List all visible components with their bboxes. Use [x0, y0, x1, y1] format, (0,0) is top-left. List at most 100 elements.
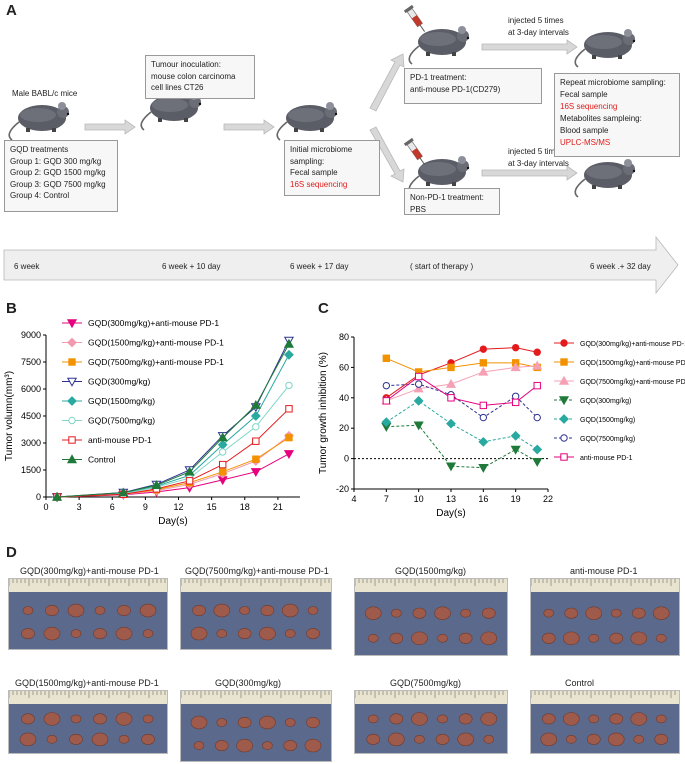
- series-7: [51, 338, 295, 501]
- data-point: [558, 375, 570, 385]
- data-point: [479, 413, 488, 422]
- x-axis-label: Day(s): [436, 508, 465, 519]
- x-tick-label: 16: [478, 494, 488, 504]
- tumor-photo: [8, 578, 168, 650]
- data-point: [445, 378, 457, 388]
- series-line: [57, 437, 290, 498]
- data-point: [252, 437, 260, 445]
- tumor: [543, 608, 555, 618]
- tumor: [654, 733, 669, 745]
- tumor: [588, 714, 600, 724]
- tumor: [236, 738, 253, 753]
- gqd-box-line: Group 2: GQD 1500 mg/kg: [10, 168, 106, 177]
- timeline-label: 6 week + 17 day: [290, 262, 349, 271]
- tumor: [94, 606, 106, 615]
- tumor: [115, 712, 133, 726]
- tumor: [367, 633, 379, 643]
- panel-d-letter: D: [6, 544, 17, 561]
- mouse-icon: [574, 158, 637, 198]
- syringe-icon: [403, 4, 430, 35]
- tumor: [93, 713, 107, 725]
- x-tick-label: 15: [207, 502, 217, 512]
- tumor: [142, 714, 154, 724]
- tumor-photo-title: GQD(7500mg/kg)+anti-mouse PD-1: [185, 566, 329, 576]
- tumor: [21, 628, 35, 640]
- ruler: [181, 691, 331, 704]
- tumor-photo-title: GQD(7500mg/kg): [390, 678, 462, 688]
- data-point: [218, 460, 227, 469]
- repeat-16s-label: 16S sequencing: [560, 102, 618, 111]
- tumor: [564, 607, 579, 619]
- data-point: [151, 480, 162, 489]
- tumor: [19, 732, 37, 747]
- initial-sampling-box: Initial microbiome sampling: Fecal sampl…: [284, 140, 380, 196]
- legend-label: GQD(7500mg/kg)+anti-mouse PD-1: [88, 357, 224, 367]
- tumor: [389, 713, 404, 725]
- non-pd1-treatment-box: Non-PD-1 treatment: PBS: [404, 188, 500, 215]
- series-line: [386, 400, 538, 450]
- x-tick-label: 18: [240, 502, 250, 512]
- data-point: [559, 414, 569, 424]
- data-point: [250, 399, 261, 409]
- data-point: [533, 381, 541, 390]
- data-point: [250, 468, 261, 478]
- tumor: [283, 740, 297, 752]
- tumor: [562, 712, 580, 726]
- tumor: [216, 629, 228, 638]
- tumor: [541, 632, 556, 644]
- legend-label: GQD(300mg/kg): [580, 398, 631, 405]
- data-point: [532, 444, 543, 455]
- tumor: [412, 607, 427, 619]
- data-point: [479, 359, 488, 367]
- tumor: [190, 715, 208, 730]
- gqd-treatments-box: GQD treatments Group 1: GQD 300 mg/kg Gr…: [4, 140, 118, 212]
- flow-arrow: [223, 119, 275, 135]
- tumor: [457, 732, 474, 747]
- sampling-16s-label: 16S sequencing: [290, 179, 348, 189]
- legend-label: Control: [88, 455, 116, 465]
- data-point: [446, 418, 456, 429]
- x-tick-label: 22: [543, 494, 553, 504]
- tumour-inoculation-box: Tumour inoculation: mouse colon carcinom…: [145, 55, 255, 99]
- tumor: [585, 606, 603, 620]
- timeline-label: 6 week .+ 32 day: [590, 262, 651, 271]
- y-tick-label: 3000: [21, 438, 41, 448]
- tumor-photo-title: anti-mouse PD-1: [570, 566, 638, 576]
- tumor: [391, 608, 402, 618]
- legend-label: GQD(7500mg/kg): [88, 416, 155, 426]
- data-point: [66, 319, 78, 329]
- data-point: [118, 487, 129, 497]
- data-point: [381, 417, 392, 428]
- data-point: [532, 360, 543, 370]
- data-point: [382, 354, 391, 362]
- inoculation-line: cell lines CT26: [151, 83, 204, 92]
- x-tick-label: 6: [110, 502, 115, 512]
- tumor: [192, 604, 206, 616]
- inoculation-line: Tumour inoculation:: [151, 60, 221, 69]
- x-axis-label: Day(s): [158, 516, 187, 527]
- uplc-label: UPLC-MS/MS: [560, 138, 611, 147]
- tumor: [610, 608, 622, 618]
- ruler: [355, 691, 507, 704]
- tumor-photo-title: GQD(300mg/kg): [215, 678, 282, 688]
- x-tick-label: 12: [174, 502, 184, 512]
- gqd-box-line: GQD treatments: [10, 145, 69, 154]
- x-tick-label: 7: [384, 494, 389, 504]
- tumor: [364, 606, 382, 620]
- x-tick-label: 3: [77, 502, 82, 512]
- tumor: [193, 741, 205, 750]
- tumor: [259, 626, 276, 641]
- y-tick-label: 0: [344, 454, 349, 464]
- tumor: [458, 632, 473, 644]
- data-point: [560, 339, 568, 347]
- tumor: [389, 632, 404, 644]
- data-point: [218, 448, 227, 456]
- data-point: [510, 430, 521, 441]
- tumor: [43, 712, 61, 726]
- data-point: [68, 436, 76, 444]
- data-point: [560, 453, 568, 461]
- tumor: [306, 716, 320, 728]
- legend-label: anti-mouse PD-1: [88, 435, 152, 445]
- data-point: [250, 411, 261, 421]
- data-point: [510, 445, 521, 455]
